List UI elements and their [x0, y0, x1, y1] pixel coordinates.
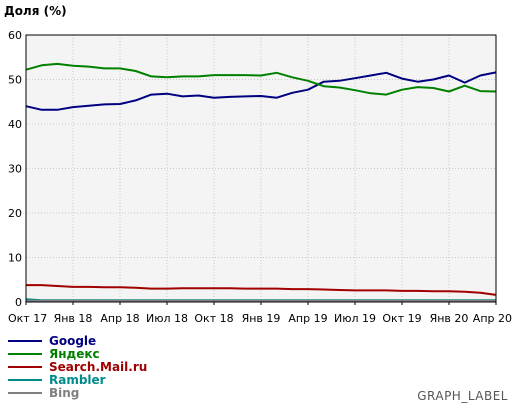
x-tick-label: Янв 20: [430, 312, 469, 325]
x-axis: Окт 17 Янв 18 Апр 18 Июл 18 Окт 18 Янв 19 Апр …: [8, 302, 512, 325]
legend-label: Search.Mail.ru: [49, 360, 147, 374]
y-tick-label: 40: [8, 118, 22, 131]
legend-label: Google: [49, 334, 96, 348]
x-tick-label: Янв 18: [54, 312, 93, 325]
x-tick-label: Апр 20: [473, 312, 512, 325]
x-tick-label: Окт 19: [382, 312, 421, 325]
legend-label: Rambler: [49, 373, 106, 387]
y-tick-label: 60: [8, 29, 22, 42]
y-tick-label: 20: [8, 207, 22, 220]
series-line-2: [25, 62, 497, 96]
x-tick-label: Апр 19: [288, 312, 327, 325]
chart-title: Доля (%): [4, 4, 67, 18]
series-lines: [25, 62, 497, 302]
x-tick-label: Июл 18: [146, 312, 188, 325]
x-tick-label: Янв 19: [242, 312, 281, 325]
x-tick-label: Июл 19: [334, 312, 376, 325]
legend-label: Bing: [49, 386, 79, 400]
x-tick-label: Апр 18: [100, 312, 139, 325]
y-tick-label: 50: [8, 74, 22, 87]
series-line-3: [26, 284, 497, 296]
legend-label: Яндекс: [49, 347, 100, 361]
y-tick-label: 10: [8, 252, 22, 265]
graph-label: GRAPH_LABEL: [417, 389, 508, 403]
x-tick-label: Окт 18: [194, 312, 233, 325]
y-axis: 0 10 20 30 40 50 60: [8, 29, 22, 309]
y-tick-label: 0: [15, 296, 22, 309]
series-line-1: [25, 71, 497, 111]
x-tick-label: Окт 17: [8, 312, 47, 325]
y-tick-label: 30: [8, 163, 22, 176]
plot-frame: [25, 34, 497, 303]
